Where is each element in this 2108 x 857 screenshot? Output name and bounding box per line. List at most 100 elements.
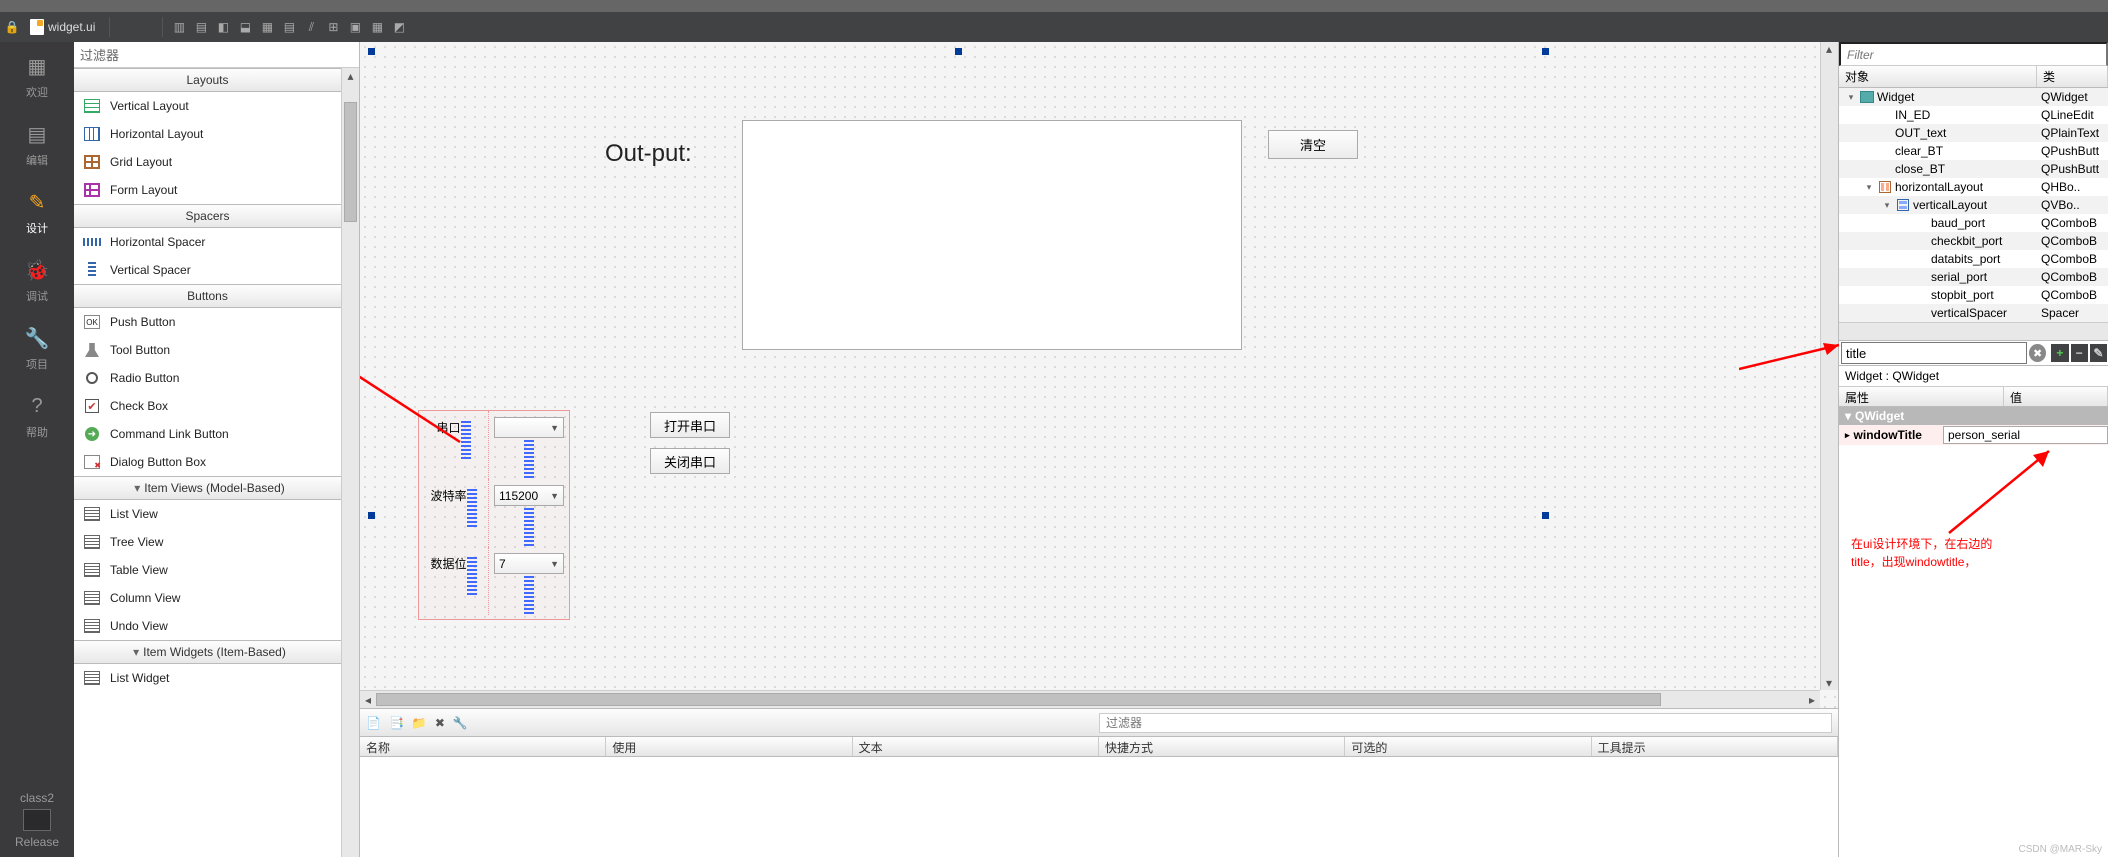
tree-row[interactable]: ▾ horizontalLayout QHBo.. [1839, 178, 2108, 196]
layout-split-h-icon[interactable]: ◧ [213, 17, 233, 37]
tool-icon[interactable]: ▣ [345, 17, 365, 37]
widget-item[interactable]: Dialog Button Box [74, 448, 341, 476]
scroll-up-icon[interactable]: ▴ [342, 68, 359, 84]
tree-row[interactable]: IN_ED QLineEdit [1839, 106, 2108, 124]
folder-icon[interactable]: 📁 [412, 716, 427, 730]
action-column[interactable]: 使用 [606, 737, 852, 756]
new-file-icon[interactable]: 📄 [366, 716, 381, 730]
widget-item[interactable]: Vertical Layout [74, 92, 341, 120]
adjust-size-icon[interactable]: ⊞ [323, 17, 343, 37]
tree-row[interactable]: close_BT QPushButt [1839, 160, 2108, 178]
object-filter-input[interactable] [1839, 42, 2108, 66]
tool-icon[interactable]: ◩ [389, 17, 409, 37]
kit-selector[interactable]: class2 Release [0, 783, 74, 857]
widget-item[interactable]: List View [74, 500, 341, 528]
layout-split-v-icon[interactable]: ⬓ [235, 17, 255, 37]
column-object[interactable]: 对象 [1839, 66, 2037, 87]
mode-projects[interactable]: 🔧 项目 [0, 314, 74, 382]
canvas-area[interactable]: Out-put: 清空 串口 ▼ 波特率 115200▼ 数据位 7▼ 打开串口… [360, 42, 1838, 709]
property-filter-input[interactable] [1841, 342, 2027, 364]
widget-category[interactable]: ▾Item Views (Model-Based) [74, 476, 341, 500]
output-textbox[interactable] [742, 120, 1242, 350]
close-serial-button[interactable]: 关闭串口 [650, 448, 730, 474]
action-column[interactable]: 可选的 [1345, 737, 1591, 756]
tree-row[interactable]: verticalSpacer Spacer [1839, 304, 2108, 322]
widget-item[interactable]: Tool Button [74, 336, 341, 364]
clear-button[interactable]: 清空 [1268, 130, 1358, 159]
widget-item[interactable]: ✔ Check Box [74, 392, 341, 420]
open-serial-button[interactable]: 打开串口 [650, 412, 730, 438]
tree-row[interactable]: serial_port QComboB [1839, 268, 2108, 286]
mode-welcome[interactable]: ▦ 欢迎 [0, 42, 74, 110]
files-icon[interactable]: 📑 [389, 716, 404, 730]
tree-scrollbar-horizontal[interactable] [1839, 322, 2108, 340]
action-table-body[interactable] [360, 757, 1838, 857]
tree-row[interactable]: stopbit_port QComboB [1839, 286, 2108, 304]
add-property-icon[interactable]: + [2051, 344, 2068, 362]
action-column[interactable]: 工具提示 [1592, 737, 1838, 756]
widget-item[interactable]: Form Layout [74, 176, 341, 204]
widgetbox-filter[interactable]: 过滤器 [74, 42, 359, 68]
canvas-scrollbar-vertical[interactable]: ▴ ▾ [1820, 42, 1838, 690]
widget-category[interactable]: Buttons [74, 284, 341, 308]
tree-row[interactable]: OUT_text QPlainText [1839, 124, 2108, 142]
action-column[interactable]: 名称 [360, 737, 606, 756]
menubar[interactable] [0, 0, 2108, 12]
mode-design[interactable]: ✎ 设计 [0, 178, 74, 246]
tree-row[interactable]: checkbit_port QComboB [1839, 232, 2108, 250]
widget-item[interactable]: Radio Button [74, 364, 341, 392]
action-column[interactable]: 文本 [853, 737, 1099, 756]
clear-filter-icon[interactable]: ✖ [2029, 344, 2046, 362]
file-tab[interactable]: widget.ui [22, 19, 103, 35]
widget-item[interactable]: OK Push Button [74, 308, 341, 336]
column-value[interactable]: 值 [2004, 387, 2108, 406]
scrollbar-vertical[interactable]: ▴ [341, 68, 359, 857]
combo-box[interactable]: 115200▼ [494, 485, 564, 506]
column-class[interactable]: 类 [2037, 66, 2108, 87]
tool-icon[interactable]: ▦ [367, 17, 387, 37]
selection-handle[interactable] [368, 512, 375, 519]
break-layout-icon[interactable]: ⫽ [301, 17, 321, 37]
widget-category[interactable]: Layouts [74, 68, 341, 92]
property-category[interactable]: ▾ QWidget [1839, 407, 2108, 425]
combo-box[interactable]: 7▼ [494, 553, 564, 574]
action-column[interactable]: 快捷方式 [1099, 737, 1345, 756]
widget-category[interactable]: Spacers [74, 204, 341, 228]
widget-item[interactable]: Horizontal Layout [74, 120, 341, 148]
scroll-right-icon[interactable]: ▸ [1804, 691, 1820, 708]
widget-item[interactable]: Horizontal Spacer [74, 228, 341, 256]
mode-help[interactable]: ? 帮助 [0, 382, 74, 450]
scrollbar-thumb[interactable] [376, 693, 1661, 706]
mode-edit[interactable]: ▤ 编辑 [0, 110, 74, 178]
action-filter-input[interactable] [1099, 713, 1832, 733]
layout-grid-icon[interactable]: ▦ [257, 17, 277, 37]
scrollbar-thumb[interactable] [344, 102, 357, 222]
selection-handle[interactable] [955, 48, 962, 55]
settings-icon[interactable]: ✎ [2090, 344, 2107, 362]
object-tree[interactable]: ▾ Widget QWidget IN_ED QLineEdit OUT_tex… [1839, 88, 2108, 322]
tree-row[interactable]: databits_port QComboB [1839, 250, 2108, 268]
widget-item[interactable]: ➜ Command Link Button [74, 420, 341, 448]
tree-row[interactable]: ▾ verticalLayout QVBo.. [1839, 196, 2108, 214]
form-layout-group[interactable]: 串口 ▼ 波特率 115200▼ 数据位 7▼ [418, 410, 570, 620]
widget-category[interactable]: ▾Item Widgets (Item-Based) [74, 640, 341, 664]
tree-row[interactable]: baud_port QComboB [1839, 214, 2108, 232]
widget-item[interactable]: Vertical Spacer [74, 256, 341, 284]
layout-form-icon[interactable]: ▤ [279, 17, 299, 37]
property-row[interactable]: ▸ windowTitle [1839, 425, 2108, 445]
layout-h-icon[interactable]: ▥ [169, 17, 189, 37]
scroll-left-icon[interactable]: ◂ [360, 691, 376, 708]
widget-item[interactable]: Column View [74, 584, 341, 612]
expand-icon[interactable]: ▾ [1845, 92, 1857, 103]
column-property[interactable]: 属性 [1839, 387, 2004, 406]
selection-handle[interactable] [1542, 48, 1549, 55]
combo-box[interactable]: ▼ [494, 417, 564, 438]
widget-item[interactable]: Tree View [74, 528, 341, 556]
delete-icon[interactable]: ✖ [435, 716, 445, 730]
scroll-up-icon[interactable]: ▴ [1821, 42, 1837, 56]
scroll-down-icon[interactable]: ▾ [1821, 676, 1837, 690]
widget-item[interactable]: Table View [74, 556, 341, 584]
canvas-scrollbar-horizontal[interactable]: ◂ ▸ [360, 690, 1820, 708]
wrench-icon[interactable]: 🔧 [453, 716, 468, 730]
widget-item[interactable]: List Widget [74, 664, 341, 692]
